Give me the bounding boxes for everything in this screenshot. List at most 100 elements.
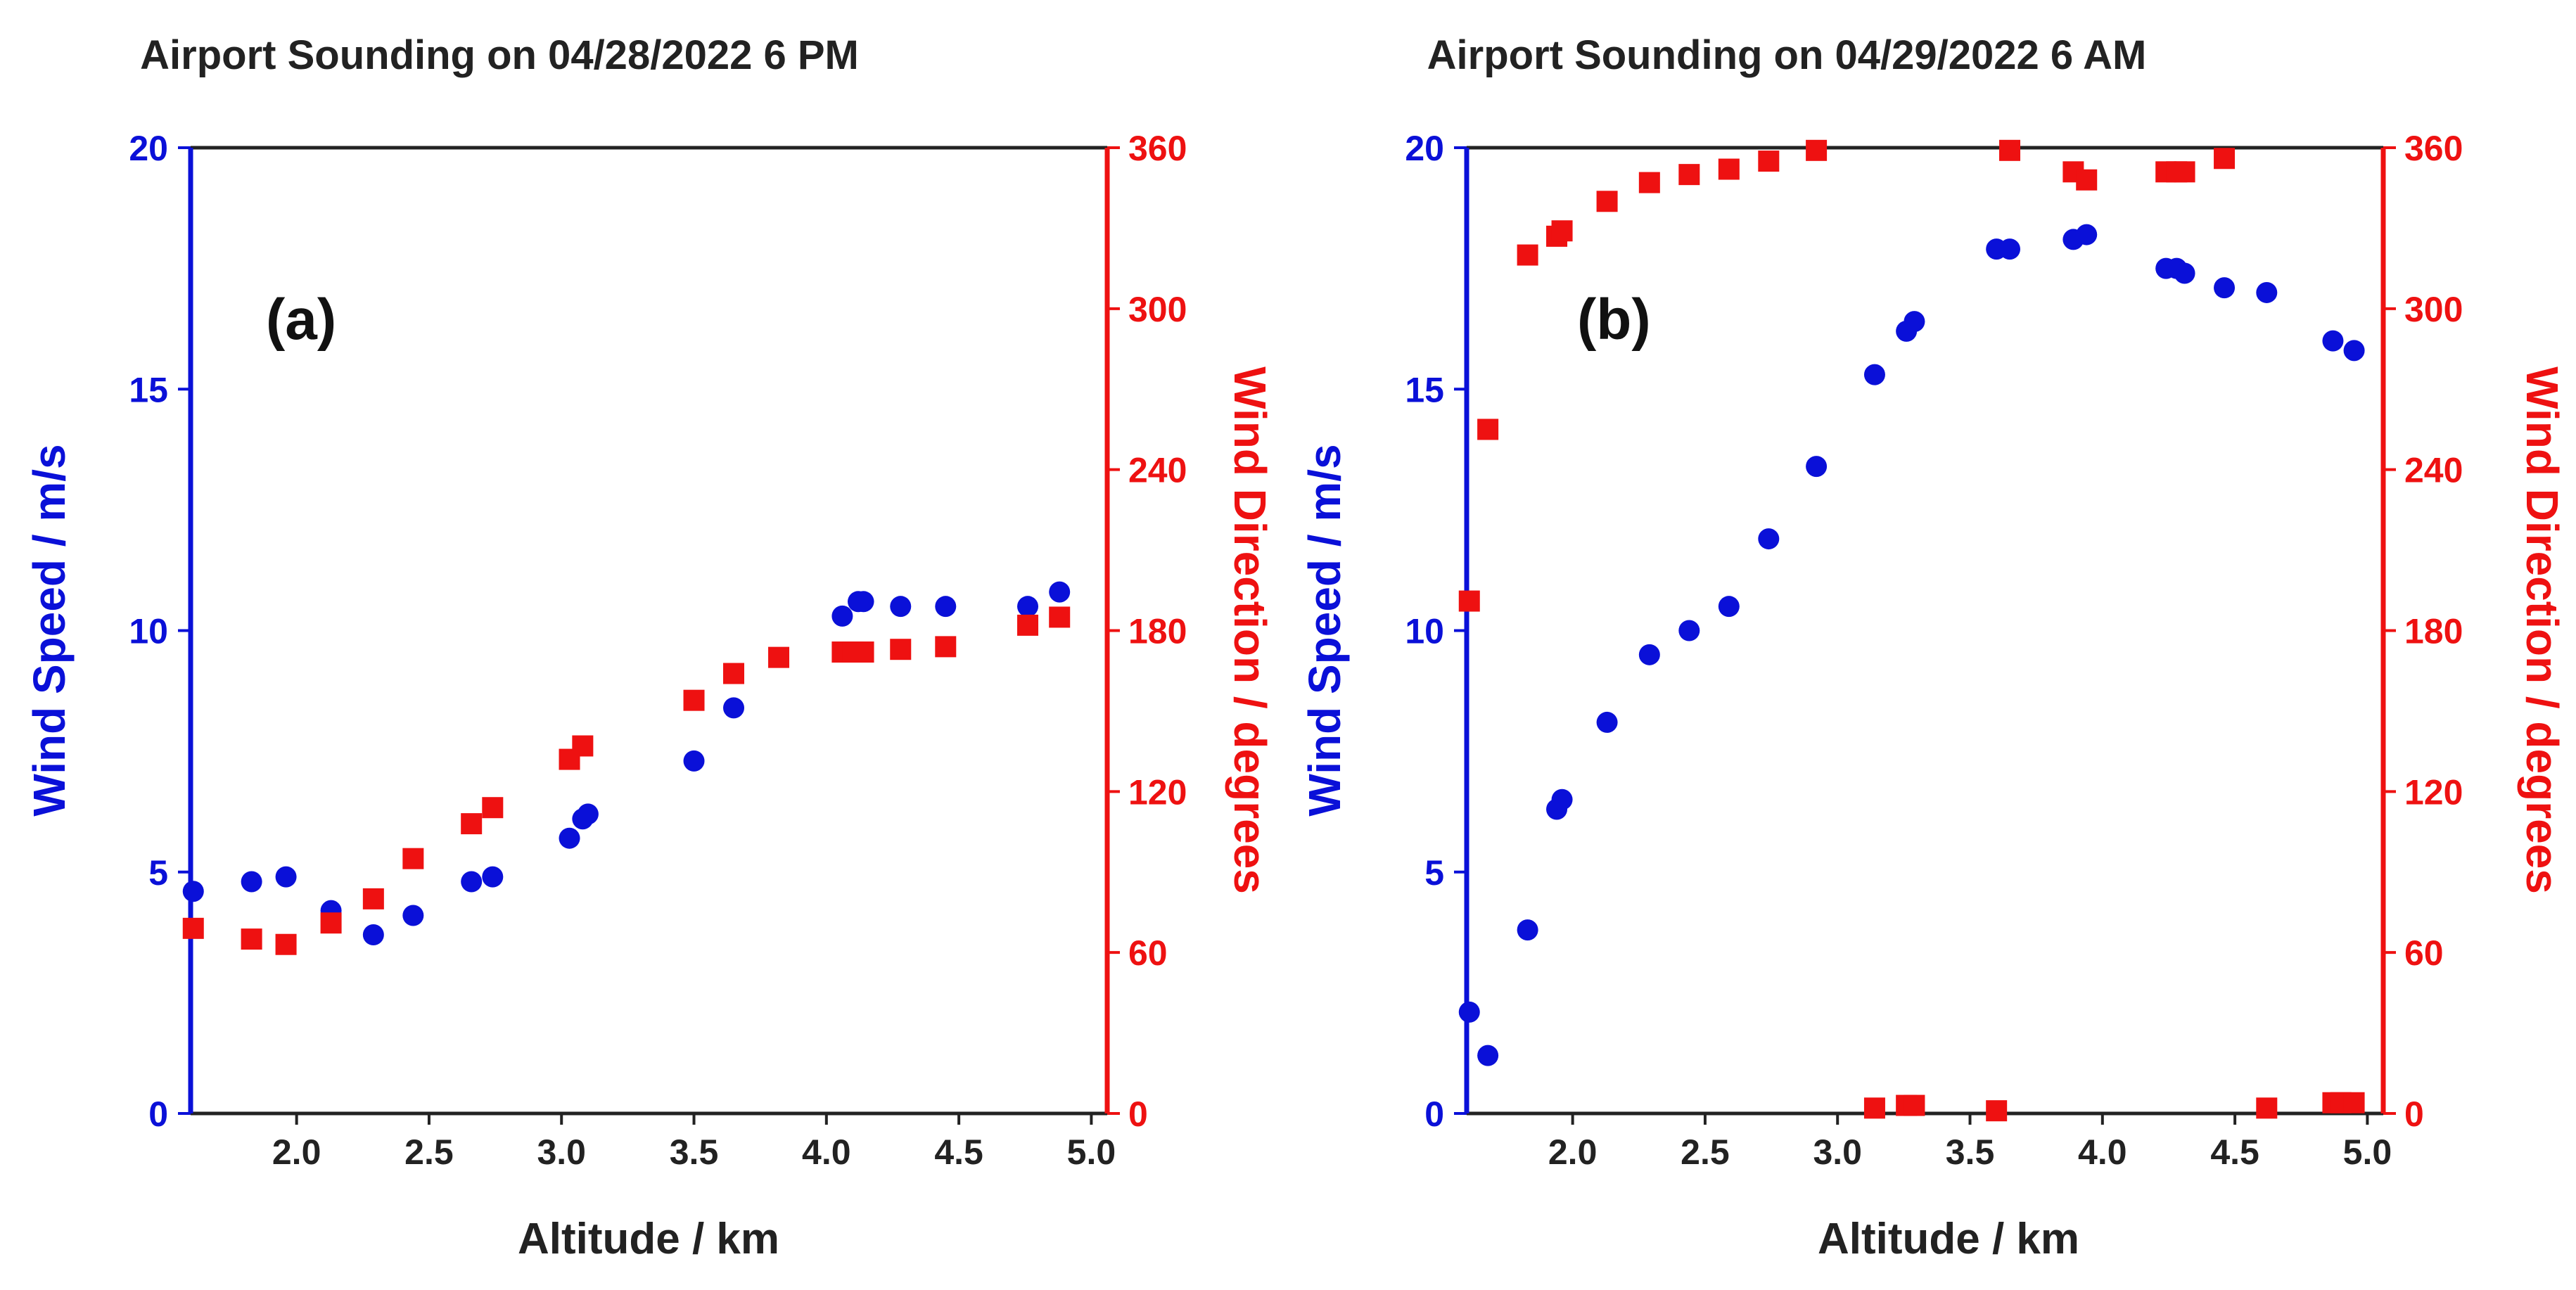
wind-direction-point	[1551, 220, 1573, 242]
wind-direction-point	[2174, 161, 2195, 183]
wind-direction-point	[768, 646, 790, 668]
panel-a: Airport Sounding on 04/28/2022 6 PM 2.0 2…	[24, 32, 1275, 1263]
wind-direction-point	[2256, 1097, 2278, 1119]
x-tick-label: 2.5	[1681, 1132, 1730, 1172]
wind-speed-point	[1806, 456, 1828, 478]
wind-direction-point	[1596, 191, 1618, 212]
wind-speed-point	[275, 866, 297, 888]
x-tick-label: 2.5	[404, 1132, 454, 1172]
wind-direction-point	[362, 888, 384, 909]
y2-tick-label: 300	[2404, 290, 2463, 329]
x-tick-label: 2.0	[272, 1132, 321, 1172]
wind-direction-point	[182, 917, 204, 939]
y2-tick-label: 0	[1128, 1094, 1148, 1134]
wind-direction-point	[935, 636, 957, 658]
y-tick-label: 5	[148, 853, 168, 893]
panel-b-title: Airport Sounding on 04/29/2022 6 AM	[1427, 32, 2147, 78]
wind-speed-point	[2076, 224, 2098, 245]
wind-speed-point	[577, 803, 599, 825]
wind-speed-point	[1517, 919, 1538, 941]
wind-speed-point	[2174, 262, 2195, 284]
x-tick-label: 3.0	[537, 1132, 586, 1172]
wind-direction-point	[1758, 151, 1780, 172]
x-tick-label: 4.0	[802, 1132, 851, 1172]
panel-b-x-axis-label: Altitude / km	[1818, 1215, 2079, 1263]
panel-a-title: Airport Sounding on 04/28/2022 6 PM	[140, 32, 859, 78]
x-tick-label: 4.0	[2078, 1132, 2127, 1172]
y2-tick-label: 180	[2404, 612, 2463, 651]
wind-speed-point	[1863, 364, 1885, 385]
y2-tick-label: 360	[2404, 129, 2463, 168]
panel-b-markers	[1458, 139, 2365, 1122]
wind-direction-point	[1458, 590, 1480, 612]
wind-speed-point	[2322, 330, 2344, 352]
wind-direction-point	[482, 797, 504, 819]
wind-direction-point	[1718, 158, 1740, 180]
x-tick-label: 5.0	[1067, 1132, 1116, 1172]
wind-direction-point	[853, 641, 874, 663]
wind-speed-point	[1458, 1001, 1480, 1023]
wind-speed-point	[1718, 596, 1740, 618]
wind-direction-point	[1806, 139, 1828, 161]
wind-direction-point	[1999, 139, 2021, 161]
wind-speed-point	[559, 827, 580, 849]
wind-direction-point	[890, 639, 912, 660]
wind-speed-point	[1017, 596, 1039, 618]
wind-speed-point	[1904, 311, 1925, 333]
wind-speed-point	[1758, 528, 1780, 550]
wind-speed-point	[461, 871, 483, 893]
y-tick-label: 20	[1405, 129, 1444, 168]
wind-speed-point	[853, 591, 874, 613]
wind-speed-point	[1049, 581, 1071, 603]
panel-a-markers	[182, 581, 1071, 955]
panel-a-y2-axis-label: Wind Direction / degrees	[1225, 366, 1275, 894]
panel-b: Airport Sounding on 04/29/2022 6 AM 2.0 2…	[1299, 32, 2568, 1263]
wind-direction-point	[1049, 606, 1071, 628]
y2-tick-label: 120	[1128, 772, 1187, 812]
y2-tick-label: 240	[1128, 451, 1187, 490]
wind-speed-point	[1638, 644, 1660, 665]
wind-direction-point	[1904, 1094, 1925, 1116]
wind-direction-point	[572, 735, 594, 757]
wind-speed-point	[1678, 620, 1700, 641]
wind-direction-point	[461, 813, 483, 835]
panel-b-y2-axis-label: Wind Direction / degrees	[2517, 366, 2568, 894]
y2-tick-label: 60	[1128, 933, 1168, 973]
wind-speed-point	[1551, 788, 1573, 810]
wind-speed-point	[182, 881, 204, 902]
y2-tick-label: 300	[1128, 290, 1187, 329]
wind-speed-point	[362, 924, 384, 945]
wind-speed-point	[831, 605, 853, 627]
y2-tick-label: 360	[1128, 129, 1187, 168]
wind-direction-point	[1986, 1100, 2008, 1122]
y-tick-label: 0	[148, 1094, 168, 1134]
y2-tick-label: 180	[1128, 612, 1187, 651]
wind-speed-point	[683, 750, 705, 772]
x-tick-label: 4.5	[2210, 1132, 2259, 1172]
wind-speed-point	[402, 905, 424, 926]
wind-direction-point	[723, 663, 745, 684]
y-tick-label: 0	[1424, 1094, 1444, 1134]
panel-b-y-axis-label: Wind Speed / m/s	[1299, 444, 1350, 816]
wind-speed-point	[723, 697, 745, 719]
wind-speed-point	[482, 866, 504, 888]
wind-direction-point	[1863, 1097, 1885, 1119]
x-tick-label: 5.0	[2343, 1132, 2392, 1172]
wind-speed-point	[241, 871, 262, 893]
wind-direction-point	[1017, 614, 1039, 636]
y-tick-label: 10	[1405, 612, 1444, 651]
wind-direction-point	[2076, 169, 2098, 191]
wind-direction-point	[275, 933, 297, 955]
wind-speed-point	[890, 596, 912, 618]
panel-b-label: (b)	[1577, 288, 1651, 352]
y2-tick-label: 0	[2404, 1094, 2424, 1134]
wind-direction-point	[2343, 1092, 2365, 1113]
y-tick-label: 15	[1405, 370, 1444, 409]
panel-a-label: (a)	[266, 288, 336, 352]
wind-direction-point	[1638, 172, 1660, 193]
wind-speed-point	[935, 596, 957, 618]
wind-speed-point	[2214, 277, 2236, 299]
wind-direction-point	[1517, 244, 1538, 266]
wind-direction-point	[402, 848, 424, 869]
wind-direction-point	[241, 928, 262, 950]
